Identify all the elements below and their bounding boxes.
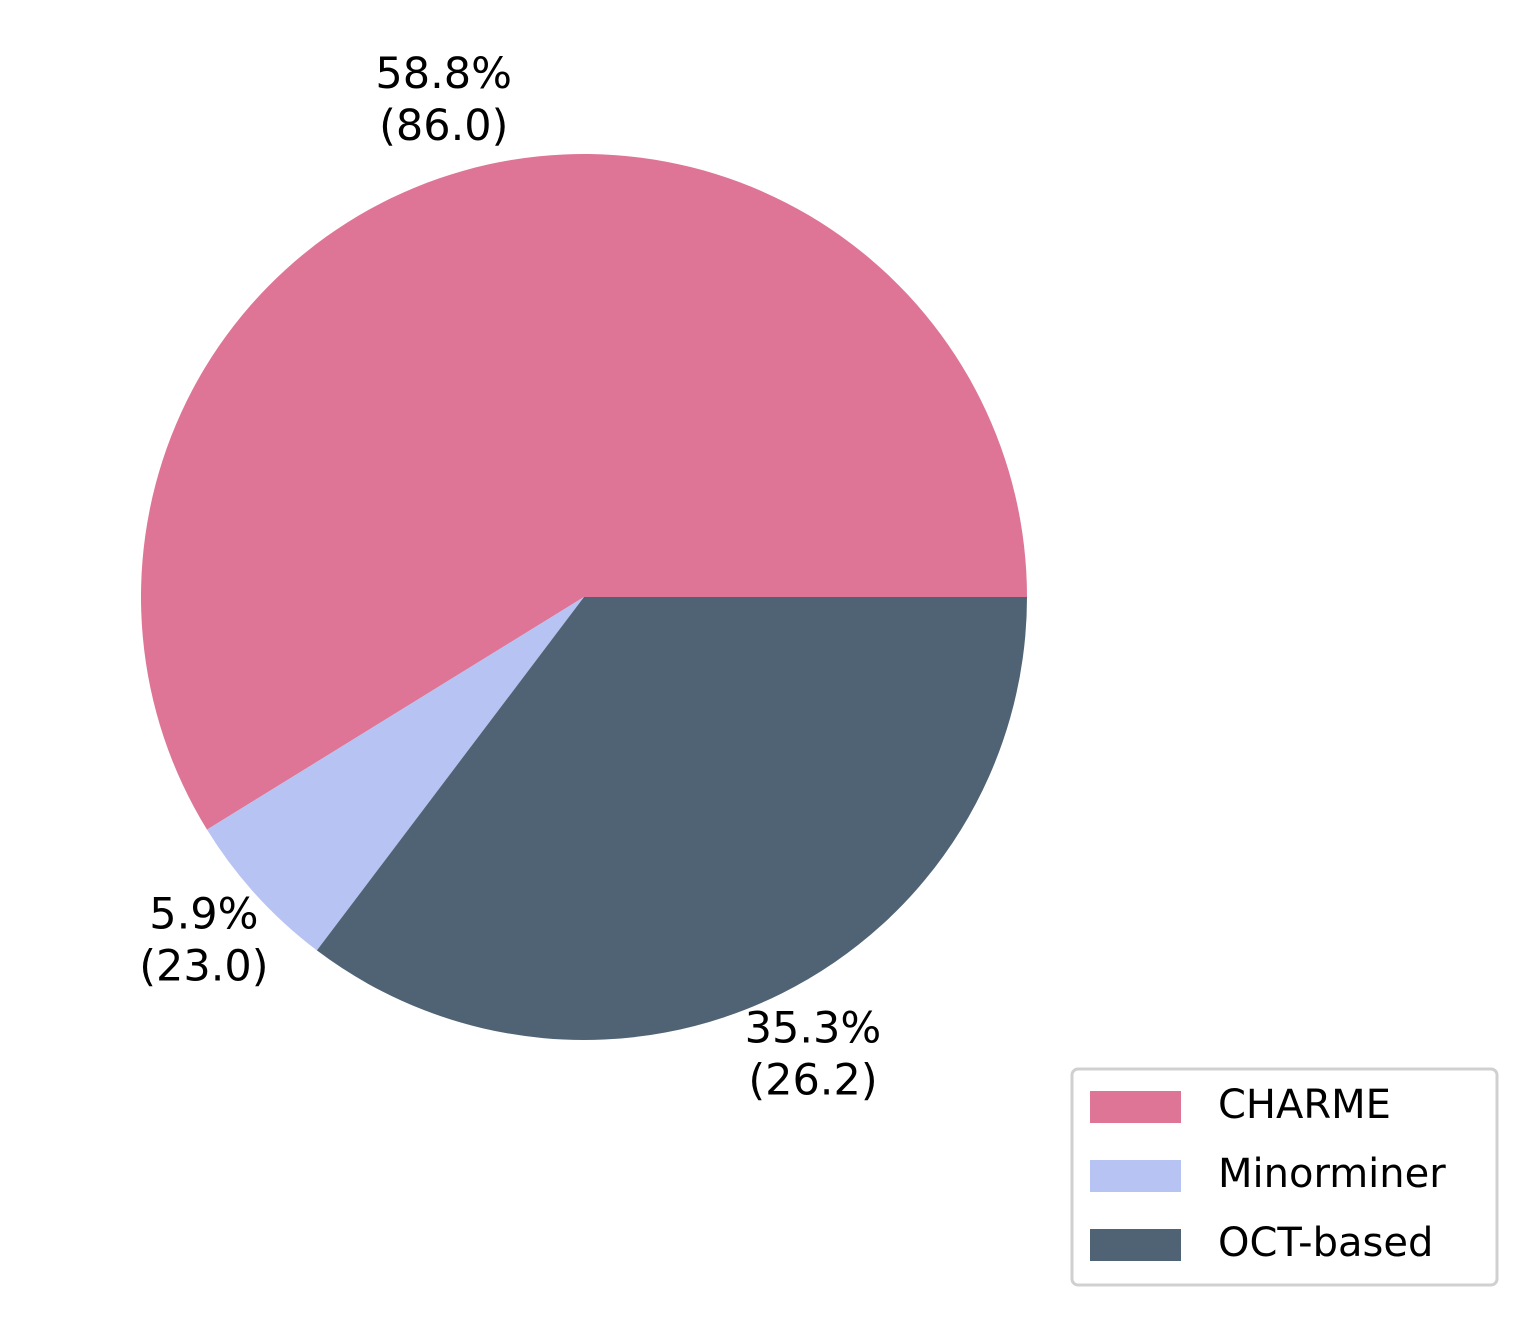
legend-label: CHARME (1218, 1082, 1391, 1128)
pie-slice (316, 597, 1027, 1040)
legend-label: Minorminer (1218, 1151, 1446, 1197)
legend-swatch (1090, 1160, 1181, 1192)
pie-slice (141, 154, 1028, 830)
value-label: 5.9% (149, 889, 258, 939)
value-label: 58.8% (375, 49, 512, 99)
pie-slice (207, 597, 584, 951)
legend-swatch (1090, 1091, 1181, 1123)
value-label: (26.2) (748, 1056, 877, 1106)
value-label: (23.0) (139, 941, 268, 991)
legend-label: OCT-based (1218, 1220, 1433, 1266)
value-label: (86.0) (379, 101, 508, 151)
legend-swatch (1090, 1229, 1181, 1261)
value-label: 35.3% (745, 1004, 882, 1054)
